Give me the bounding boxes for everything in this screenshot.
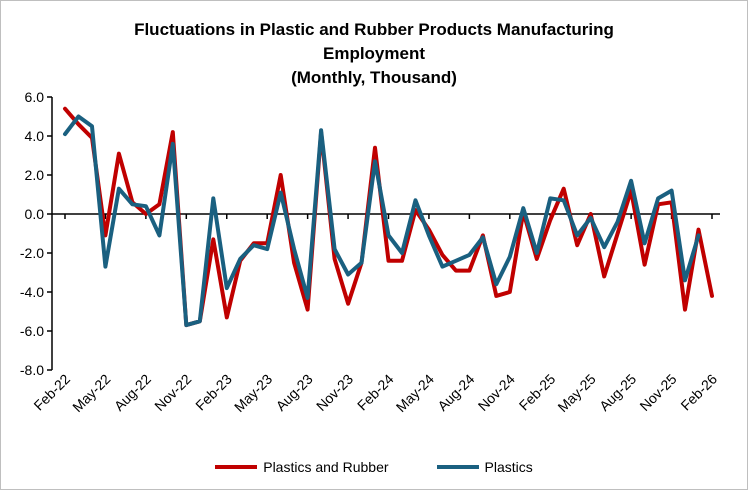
x-tick-label: Feb-26 xyxy=(677,371,720,414)
y-tick-label: 0.0 xyxy=(25,206,45,222)
legend-label-plastics-rubber: Plastics and Rubber xyxy=(263,459,389,475)
legend-item-plastics: Plastics xyxy=(436,459,533,475)
x-tick-label: Nov-24 xyxy=(475,371,518,414)
x-tick-label: Nov-23 xyxy=(313,371,356,414)
title-line-2: Employment xyxy=(322,44,426,63)
x-tick-label: Aug-23 xyxy=(273,371,316,414)
y-tick-label: -4.0 xyxy=(20,284,44,300)
x-tick-label: May-25 xyxy=(554,371,598,415)
x-tick-label: Nov-25 xyxy=(636,371,679,414)
x-tick-label: Feb-25 xyxy=(516,371,559,414)
y-tick-label: -2.0 xyxy=(20,245,44,261)
x-tick-label: Aug-22 xyxy=(111,371,154,414)
legend-item-plastics-rubber: Plastics and Rubber xyxy=(215,459,389,475)
x-tick-label: Feb-23 xyxy=(192,371,235,414)
series-line-plastics xyxy=(63,114,701,328)
legend-label-plastics: Plastics xyxy=(484,459,533,475)
y-tick-label: 4.0 xyxy=(25,128,45,144)
title-line-3: (Monthly, Thousand) xyxy=(291,68,457,87)
series-line-plastics-rubber xyxy=(63,106,714,328)
x-tick-label: Feb-24 xyxy=(354,371,397,414)
x-tick-label: May-24 xyxy=(393,371,437,415)
legend: Plastics and Rubber Plastics xyxy=(0,459,748,475)
x-tick-label: May-22 xyxy=(69,371,113,415)
title-line-1: Fluctuations in Plastic and Rubber Produ… xyxy=(134,20,614,39)
y-tick-label: -8.0 xyxy=(20,362,44,378)
y-tick-label: 2.0 xyxy=(25,167,45,183)
y-tick-label: -6.0 xyxy=(20,323,44,339)
chart-title: Fluctuations in Plastic and Rubber Produ… xyxy=(0,18,748,90)
x-tick-label: Nov-22 xyxy=(151,371,194,414)
x-tick-label: Aug-24 xyxy=(434,371,477,414)
x-tick-label: May-23 xyxy=(231,371,275,415)
x-tick-label: Aug-25 xyxy=(596,371,639,414)
legend-swatch-plastics-rubber xyxy=(215,465,258,469)
legend-swatch-plastics xyxy=(436,465,479,469)
y-tick-label: 6.0 xyxy=(25,89,45,105)
